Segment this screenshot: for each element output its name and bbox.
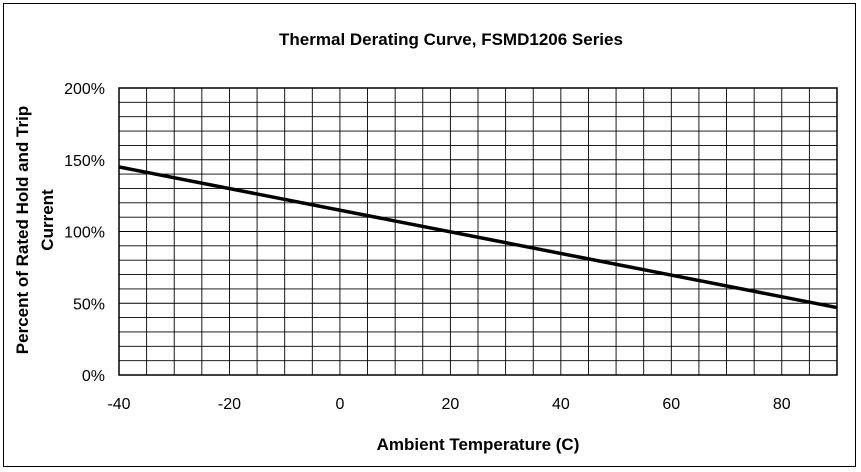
- x-tick-label: 60: [662, 396, 680, 413]
- x-tick-label: -40: [107, 396, 130, 413]
- series-line-0: [118, 165, 838, 310]
- x-tick-label: 0: [335, 396, 344, 413]
- x-tick-label: 80: [773, 396, 791, 413]
- y-axis-title-line-1: Percent of Rated Hold and Trip: [13, 106, 32, 354]
- series-layer: [118, 165, 838, 310]
- x-tick-labels: -40 -20 0 20 40 60 80: [107, 396, 790, 413]
- y-tick-label: 100%: [64, 225, 105, 242]
- x-axis-title: Ambient Temperature (C): [377, 435, 580, 454]
- x-tick-label: 20: [441, 396, 459, 413]
- y-tick-labels: 0% 50% 100% 150% 200%: [64, 81, 105, 385]
- plot-area-border: [118, 87, 838, 376]
- y-axis-title-line-2: Current: [38, 189, 57, 251]
- x-tick-label: 40: [552, 396, 570, 413]
- x-tick-label: -20: [218, 396, 241, 413]
- y-tick-label: 50%: [73, 296, 105, 313]
- chart-title: Thermal Derating Curve, FSMD1206 Series: [279, 30, 623, 49]
- y-tick-label: 150%: [64, 153, 105, 170]
- y-axis-title: Percent of Rated Hold and Trip Current: [13, 106, 57, 354]
- chart-frame: [3, 3, 856, 467]
- grid: [119, 88, 837, 375]
- y-tick-label: 0%: [82, 368, 105, 385]
- y-tick-label: 200%: [64, 81, 105, 98]
